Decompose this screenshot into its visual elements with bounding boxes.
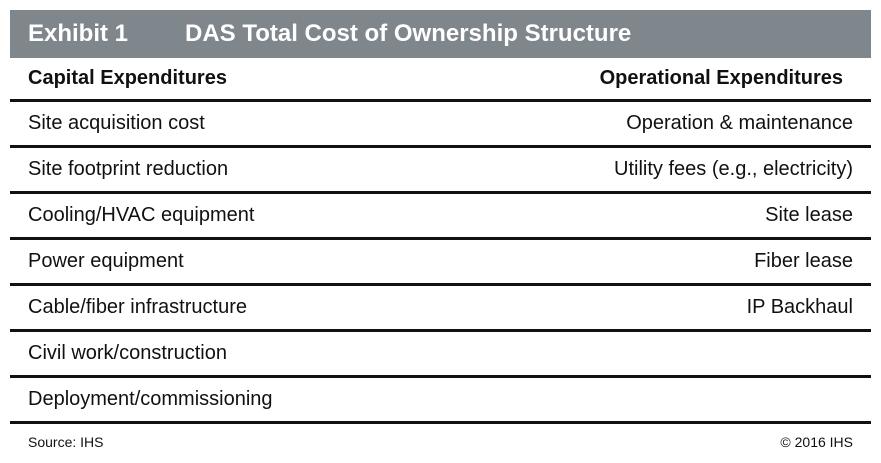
table-row: Civil work/construction [10, 332, 871, 378]
capex-cell: Civil work/construction [28, 342, 227, 364]
table-row: Cooling/HVAC equipment Site lease [10, 194, 871, 240]
opex-cell: Site lease [765, 204, 853, 226]
opex-cell: Fiber lease [754, 250, 853, 272]
table-row: Cable/fiber infrastructure IP Backhaul [10, 286, 871, 332]
exhibit-footer: Source: IHS © 2016 IHS [10, 424, 871, 460]
opex-cell: Operation & maintenance [626, 112, 853, 134]
title-bar: Exhibit 1 DAS Total Cost of Ownership St… [10, 10, 871, 58]
source-note: Source: IHS [28, 434, 104, 450]
capex-cell: Site footprint reduction [28, 158, 229, 180]
header-opex: Operational Expenditures [599, 67, 843, 89]
table-row: Power equipment Fiber lease [10, 240, 871, 286]
capex-cell: Power equipment [28, 250, 184, 272]
opex-cell: IP Backhaul [746, 296, 853, 318]
table-row: Deployment/commissioning [10, 378, 871, 424]
capex-cell: Cooling/HVAC equipment [28, 204, 255, 226]
exhibit: Exhibit 1 DAS Total Cost of Ownership St… [10, 10, 871, 460]
exhibit-number: Exhibit 1 [28, 20, 129, 47]
header-capex: Capital Expenditures [28, 67, 227, 89]
capex-cell: Cable/fiber infrastructure [28, 296, 247, 318]
copyright-note: © 2016 IHS [780, 434, 853, 450]
capex-cell: Deployment/commissioning [28, 388, 273, 410]
table-row: Site acquisition cost Operation & mainte… [10, 102, 871, 148]
table-row: Site footprint reduction Utility fees (e… [10, 148, 871, 194]
opex-cell: Utility fees (e.g., electricity) [614, 158, 853, 180]
capex-cell: Site acquisition cost [28, 112, 205, 134]
table-header: Capital Expenditures Operational Expendi… [10, 58, 871, 102]
exhibit-title: DAS Total Cost of Ownership Structure [185, 20, 632, 47]
